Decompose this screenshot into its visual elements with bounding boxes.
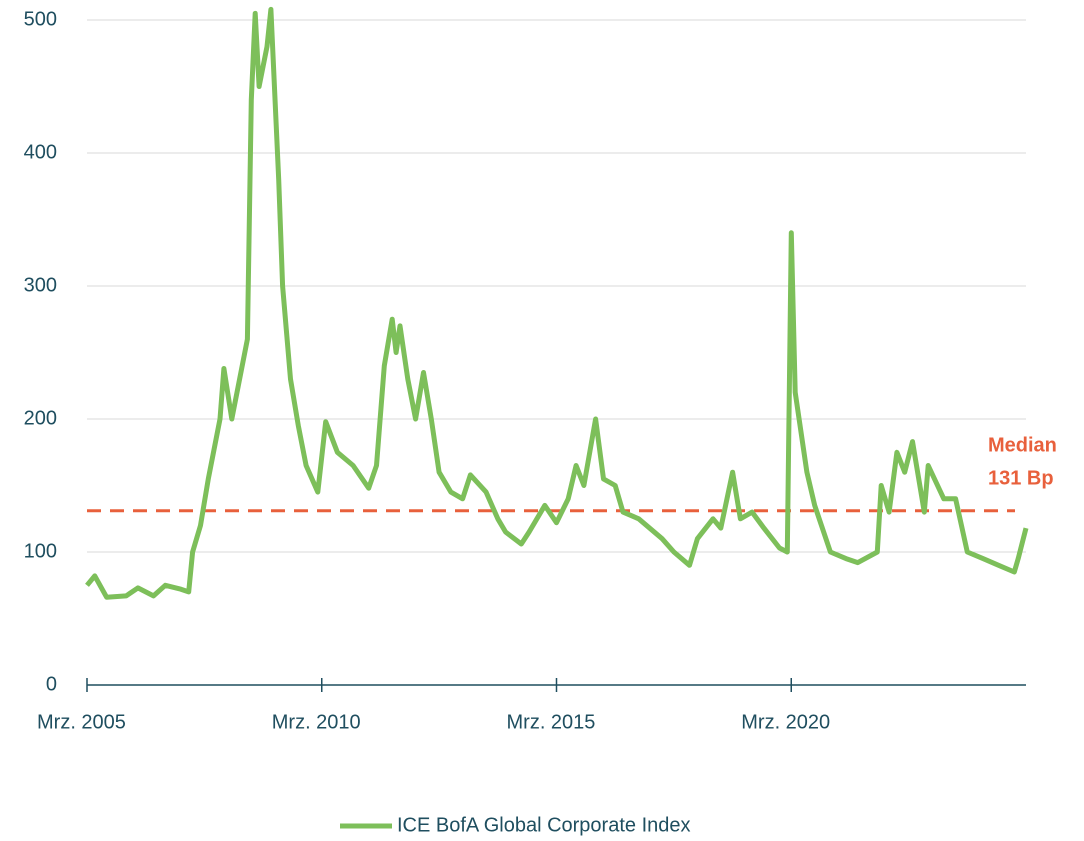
y-tick-label: 400	[24, 141, 57, 163]
legend-label: ICE BofA Global Corporate Index	[397, 814, 691, 836]
y-tick-label: 200	[24, 407, 57, 429]
y-tick-label: 500	[24, 8, 57, 30]
y-tick-label: 300	[24, 274, 57, 296]
median-label: Median	[988, 434, 1057, 456]
y-tick-label: 0	[46, 673, 57, 695]
x-tick-label: Mrz. 2010	[272, 711, 361, 733]
series-line	[85, 6, 1029, 600]
median-label: 131 Bp	[988, 467, 1054, 489]
x-tick-label: Mrz. 2015	[507, 711, 596, 733]
x-tick-label: Mrz. 2005	[37, 711, 126, 733]
x-tick-label: Mrz. 2020	[741, 711, 830, 733]
y-tick-label: 100	[24, 540, 57, 562]
